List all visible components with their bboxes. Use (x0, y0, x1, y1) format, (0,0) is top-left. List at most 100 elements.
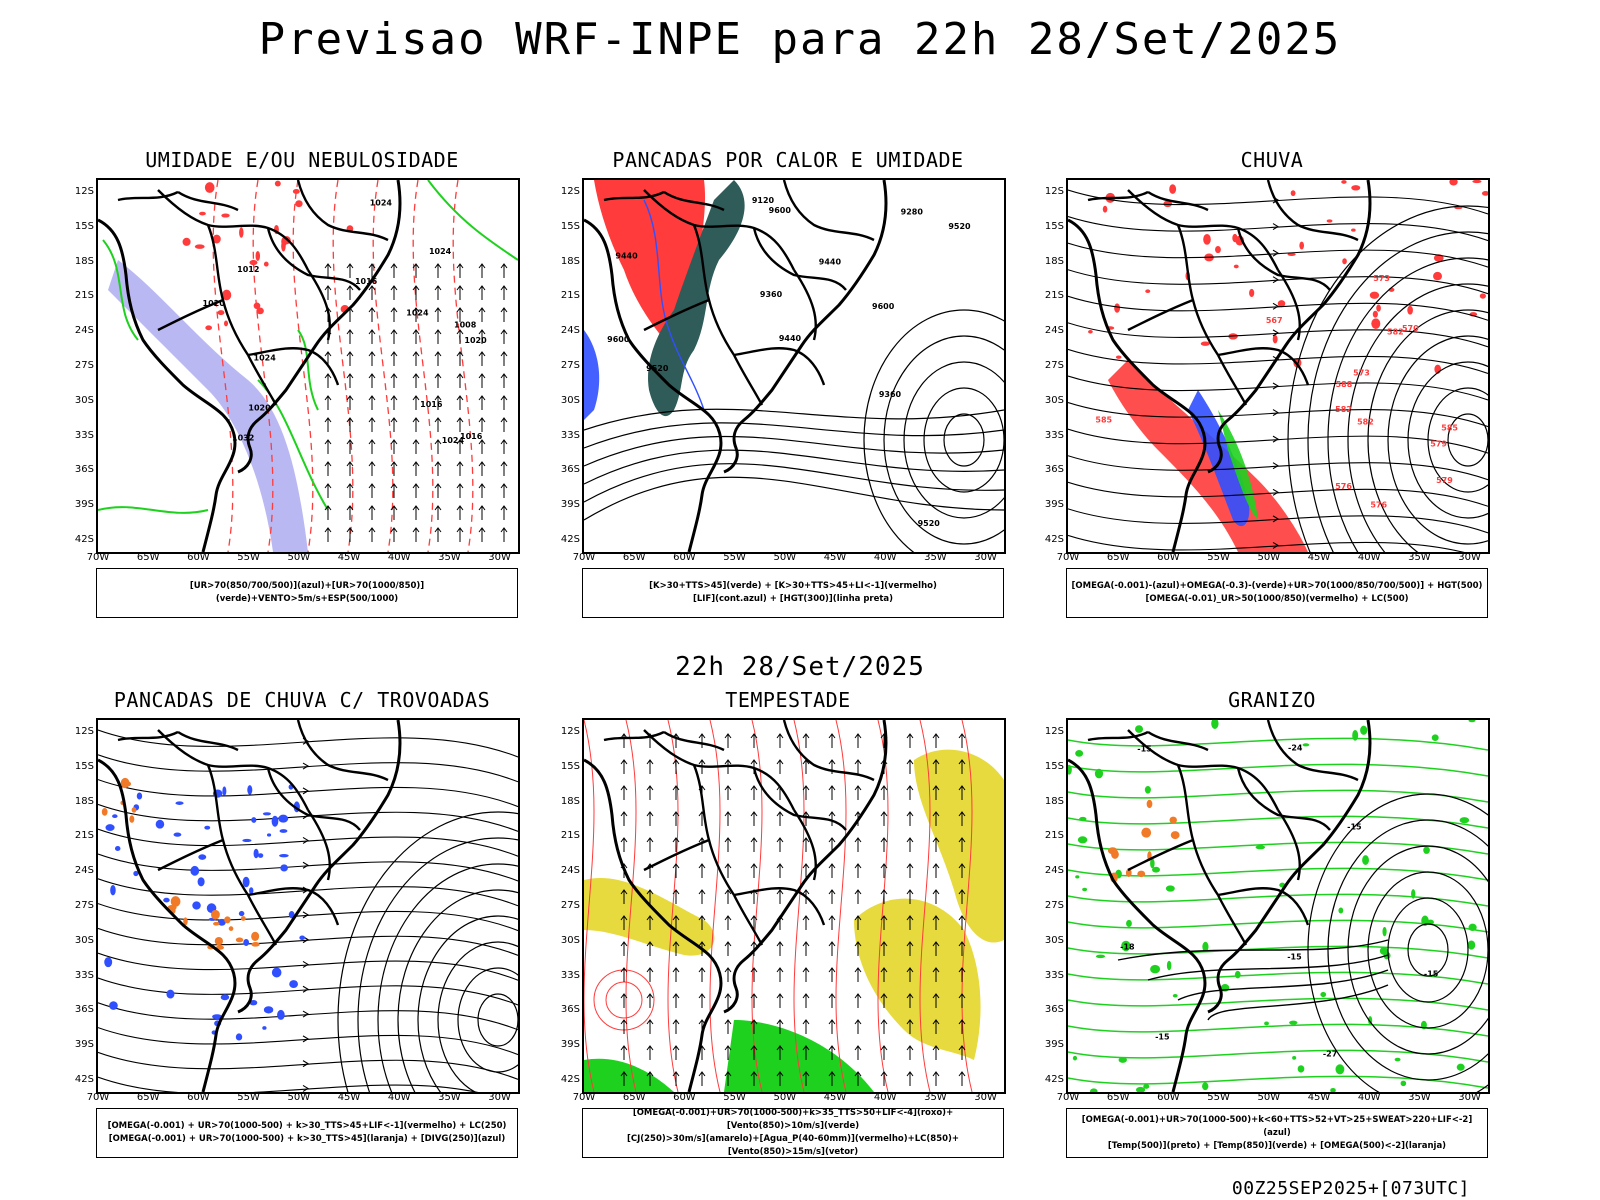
contour-label: 9440 (819, 257, 842, 266)
latitude-label: 15S (560, 760, 580, 772)
legend-line: [K>30+TTS>45](verde) + [K>30+TTS>45+LI<-… (649, 581, 937, 591)
longitude-label: 50W (773, 552, 797, 563)
longitude-label: 70W (86, 1092, 110, 1103)
longitude-label: 65W (622, 552, 646, 563)
longitude-label: 60W (1157, 1092, 1180, 1103)
map-canvas: 9600 9600 9600 9520 9440 9520 9520 9440 9360 9280… (584, 180, 1004, 552)
latitude-label: 27S (74, 360, 94, 371)
contour-label: 576 (1335, 482, 1352, 491)
contour-label: 1032 (232, 433, 254, 442)
contour-label: 1024 (406, 308, 429, 317)
latitude-label: 12S (1044, 186, 1064, 197)
contour-label: 1020 (248, 404, 271, 413)
latitude-label: 33S (74, 429, 94, 441)
legend-line: [Temp(500)](preto) + [Temp(850)](verde) … (1107, 1140, 1447, 1151)
contour-label: 582 (1387, 327, 1404, 336)
panel-title: UMIDADE E/OU NEBULOSIDADE (145, 148, 459, 172)
map-umidade: 1012 1008 1016 1020 1024 1016 1020 1024 1024 1024… (96, 178, 520, 554)
legend-line: [OMEGA(-0.01)_UR>50(1000/850)(vermelho) … (1145, 594, 1409, 604)
longitude-label: 40W (873, 552, 897, 563)
panel-legend: [OMEGA(-0.001)+UR>70(1000-500)+k>35_TTS>… (582, 1108, 1004, 1158)
longitude-label: 30W (974, 552, 997, 563)
map-canvas: -15 -15 -18 -15 -27 -24 -15 -15 (1068, 720, 1488, 1092)
latitude-label: 39S (560, 1039, 580, 1051)
latitude-label: 39S (1044, 1039, 1064, 1051)
contour-label: 1024 (370, 199, 393, 208)
contour-label: 1020 (464, 336, 487, 345)
contour-label: 9360 (879, 390, 902, 399)
longitude-label: 50W (287, 1092, 311, 1103)
longitude-label: 60W (187, 1092, 210, 1103)
contour-label: -15 (1347, 822, 1362, 831)
longitude-label: 70W (572, 1092, 596, 1103)
latitude-label: 24S (1044, 865, 1064, 877)
panel-legend: [K>30+TTS>45](verde) + [K>30+TTS>45+LI<-… (582, 568, 1004, 618)
panel-trovoadas: PANCADAS DE CHUVA C/ TROVOADAS 12S 15S 18S 2… (62, 688, 542, 1188)
contour-label: 573 (1353, 368, 1370, 377)
latitude-label: 30S (560, 934, 580, 946)
longitude-label: 30W (1458, 552, 1481, 563)
map-granizo: -15 -15 -18 -15 -27 -24 -15 -15 (1066, 718, 1490, 1094)
contour-label: -15 (1155, 1032, 1170, 1041)
latitude-label: 15S (1044, 760, 1064, 772)
panel-chuva: CHUVA 12S 15S 18S 21S 24S 27S 30S 33S 36S 39S 42S 70… (1032, 148, 1512, 648)
contour-label: -15 (1287, 952, 1302, 961)
latitude-label: 33S (560, 969, 580, 981)
latitude-label: 21S (74, 830, 94, 842)
latitude-label: 33S (1044, 429, 1064, 441)
contour-label: -18 (1120, 943, 1135, 952)
panel-umidade: UMIDADE E/OU NEBULOSIDADE 12S 15S 18S 21S 24S… (62, 148, 542, 648)
longitude-label: 70W (86, 552, 110, 563)
latitude-label: 42S (74, 1074, 94, 1085)
longitude-label: 45W (337, 552, 361, 563)
latitude-label: 24S (1044, 325, 1064, 337)
contour-label: 1024 (254, 353, 277, 362)
latitude-label: 15S (1044, 220, 1064, 232)
panel-title: CHUVA (1240, 148, 1304, 172)
longitude-label: 55W (237, 1092, 260, 1103)
longitude-label: 60W (187, 552, 210, 563)
contour-label: 1016 (460, 432, 483, 441)
contour-label: 9280 (901, 208, 924, 217)
panel-legend: [OMEGA(-0.001)+UR>70(1000-500)+k<60+TTS>… (1066, 1108, 1488, 1158)
longitude-label: 45W (337, 1092, 361, 1103)
longitude-label: 45W (1307, 1092, 1331, 1103)
latitude-label: 15S (74, 220, 94, 232)
latitude-label: 24S (560, 325, 580, 337)
latitude-label: 30S (74, 394, 94, 406)
latitude-label: 21S (560, 290, 580, 302)
longitude-label: 35W (1408, 552, 1431, 563)
contour-label: 9600 (872, 302, 895, 311)
longitude-label: 50W (1257, 1092, 1281, 1103)
longitude-label: 60W (673, 1092, 696, 1103)
longitude-label: 35W (924, 552, 947, 563)
contour-label: -27 (1323, 1049, 1337, 1058)
contour-label: 9600 (607, 335, 630, 344)
contour-label: 9120 (752, 196, 775, 205)
legend-line: [OMEGA(-0.001)-(azul)+OMEGA(-0.3)-(verde… (1071, 581, 1483, 591)
latitude-label: 18S (74, 255, 94, 267)
longitude-label: 70W (1056, 552, 1080, 563)
latitude-label: 42S (1044, 534, 1064, 545)
contour-label: 588 (1336, 380, 1353, 389)
latitude-label: 21S (560, 830, 580, 842)
panel-title: TEMPESTADE (725, 688, 851, 712)
legend-line: [LIF](cont.azul) + [HGT(300)](linha pret… (692, 594, 894, 604)
longitude-label: 35W (1408, 1092, 1431, 1103)
longitude-label: 60W (1157, 552, 1180, 563)
contour-label: 582 (1335, 405, 1352, 414)
longitude-label: 30W (974, 1092, 997, 1103)
latitude-label: 24S (560, 865, 580, 877)
latitude-label: 27S (560, 360, 580, 371)
latitude-label: 42S (1044, 1074, 1064, 1085)
longitude-label: 50W (773, 1092, 797, 1103)
latitude-label: 39S (74, 499, 94, 511)
latitude-label: 18S (560, 795, 580, 807)
panel-title: PANCADAS POR CALOR E UMIDADE (612, 148, 964, 172)
longitude-label: 65W (1106, 1092, 1130, 1103)
contour-label: 585 (1095, 415, 1112, 424)
contour-label: 1024 (442, 436, 465, 445)
latitude-label: 12S (560, 726, 580, 737)
panel-legend: [OMEGA(-0.001) + UR>70(1000-500) + k>30_… (96, 1108, 518, 1158)
longitude-label: 40W (387, 1092, 411, 1103)
